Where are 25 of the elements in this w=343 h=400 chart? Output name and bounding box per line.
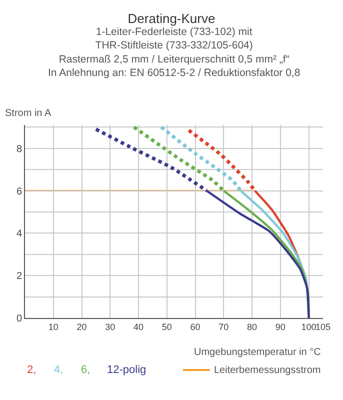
y-tick-label: 2 — [16, 271, 22, 282]
y-tick-label: 0 — [16, 314, 22, 324]
y-axis-title: Strom in A — [5, 108, 52, 119]
x-tick-label: 30 — [105, 322, 116, 332]
x-tick-label: 90 — [275, 322, 286, 332]
chart-title: Derating-Kurve — [128, 11, 216, 26]
x-tick-label: 80 — [247, 322, 258, 332]
x-axis-title: Umgebungstemperatur in °C — [194, 347, 321, 358]
x-tick-label: 60 — [190, 322, 200, 332]
text: 12-polig — [107, 364, 146, 376]
x-tick-label: 50 — [162, 322, 172, 332]
text: 6, — [81, 364, 90, 376]
text: 4, — [54, 364, 64, 376]
x-tick-label: 40 — [134, 322, 144, 332]
legend-label: Leiterbemessungsstrom — [214, 365, 321, 376]
y-tick-label: 4 — [16, 228, 22, 240]
chart-subtitle: 1-Leiter-Federleiste (733-102) mit THR-Stiftleiste (733-332/105-604) Rastermaß 2,5 mm / Leiterquerschnitt 0,5 mm² „f“ In Anlehnung an: EN 60512-5-2 / Reduktionsfaktor 0,8 — [48, 26, 300, 79]
x-tick-label: 70 — [218, 322, 229, 332]
y-tick-label: 8 — [16, 144, 22, 155]
x-tick-label: 10 — [48, 322, 58, 332]
text: 2, — [27, 364, 36, 376]
x-tick-label: 20 — [76, 322, 87, 332]
x-tick-label: 100 — [301, 322, 316, 332]
y-tick-label: 6 — [16, 186, 22, 198]
x-tick-label: 105 — [315, 322, 331, 332]
